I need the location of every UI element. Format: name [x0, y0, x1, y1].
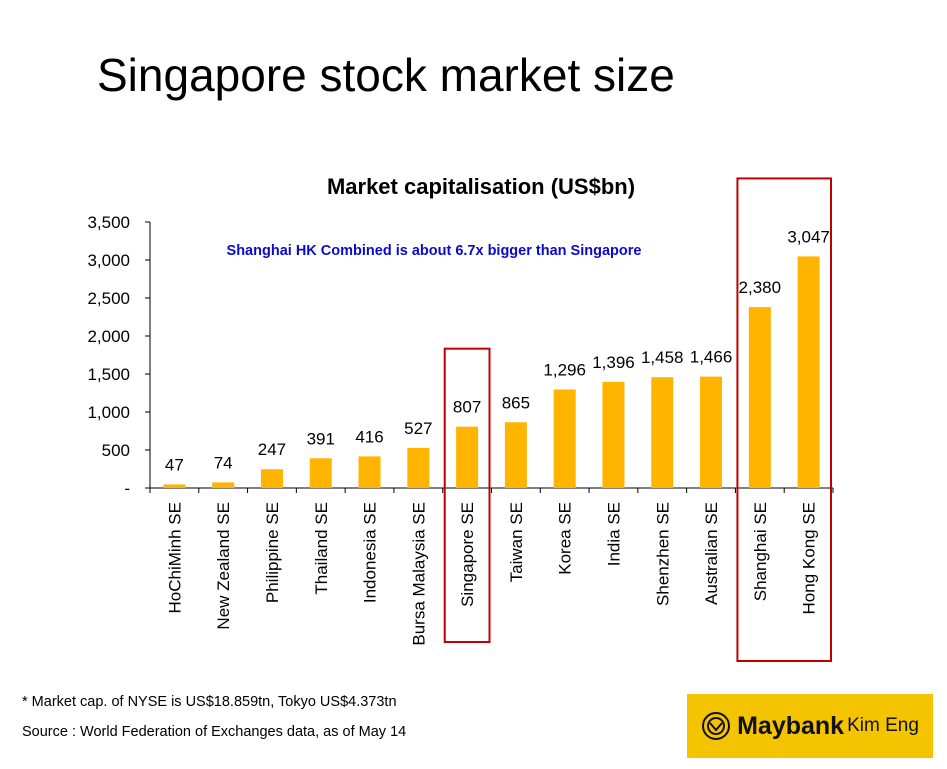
category-label: New Zealand SE [214, 502, 233, 630]
bar [407, 447, 430, 488]
y-tick-label: 1,500 [87, 365, 130, 384]
data-label: 47 [165, 455, 184, 474]
bar [797, 256, 820, 488]
data-label: 2,380 [739, 278, 782, 297]
bar [602, 381, 625, 488]
bar [553, 389, 576, 488]
category-label: India SE [604, 502, 623, 566]
category-labels: HoChiMinh SE New Zealand SE Philippine SE T… [165, 502, 818, 646]
y-tick-label: 2,500 [87, 289, 130, 308]
source-note: Source : World Federation of Exchanges d… [22, 724, 407, 740]
chart-title: Market capitalisation (US$bn) [327, 174, 635, 199]
footnote: * Market cap. of NYSE is US$18.859tn, To… [22, 694, 397, 710]
data-label: 74 [214, 453, 233, 472]
logo-sub: Kim Eng [847, 715, 919, 736]
data-label: 1,296 [543, 361, 586, 380]
maybank-kim-eng-logo: Maybank Kim Eng [687, 694, 933, 758]
data-label: 3,047 [787, 227, 830, 246]
chart-axes: - 500 1,000 1,500 2,000 2,500 3,000 3,500 [87, 213, 834, 498]
category-label: HoChiMinh SE [165, 502, 184, 614]
category-label: Philippine SE [263, 502, 282, 603]
bar [163, 484, 186, 488]
y-tick-label: 2,000 [87, 327, 130, 346]
category-label: Shenzhen SE [653, 502, 672, 606]
category-label: Indonesia SE [361, 502, 380, 603]
data-label: 391 [307, 429, 335, 448]
data-labels: 47 74 247 391 416 527 807 865 1,296 1,396 1,458 1,4… [165, 227, 830, 474]
data-label: 527 [404, 419, 432, 438]
category-label: Singapore SE [458, 502, 477, 607]
bar [651, 377, 674, 488]
bar [700, 376, 723, 488]
tiger-head-icon [702, 712, 731, 740]
logo-brand: Maybank [737, 711, 845, 740]
y-tick-label: 3,000 [87, 251, 130, 270]
slide-title: Singapore stock market size [97, 49, 675, 101]
bar [212, 482, 235, 488]
data-label: 416 [355, 427, 383, 446]
category-label: Bursa Malaysia SE [409, 502, 428, 646]
chart-annotation: Shanghai HK Combined is about 6.7x bigge… [227, 243, 642, 259]
bar [309, 458, 332, 488]
data-label: 865 [502, 393, 530, 412]
highlight-box [736, 177, 833, 662]
category-label: Taiwan SE [507, 502, 526, 582]
y-tick-label: 500 [102, 441, 130, 460]
data-label: 1,458 [641, 348, 684, 367]
data-label: 1,396 [592, 353, 635, 372]
bar [456, 426, 479, 488]
bar [504, 422, 527, 488]
bar [748, 307, 771, 488]
category-label: Thailand SE [312, 502, 331, 595]
highlight-boxes [443, 177, 833, 662]
category-label: Shanghai SE [751, 502, 770, 601]
bar-series [163, 256, 820, 488]
data-label: 1,466 [690, 348, 733, 367]
bar [260, 469, 283, 488]
data-label: 247 [258, 440, 286, 459]
category-label: Australian SE [702, 502, 721, 605]
y-tick-label: 1,000 [87, 403, 130, 422]
category-label: Korea SE [556, 502, 575, 575]
y-tick-label: 3,500 [87, 213, 130, 232]
bar [358, 456, 381, 488]
y-tick-label: - [124, 479, 130, 498]
highlight-box [443, 347, 491, 643]
category-label: Hong Kong SE [800, 502, 819, 614]
data-label: 807 [453, 398, 481, 417]
